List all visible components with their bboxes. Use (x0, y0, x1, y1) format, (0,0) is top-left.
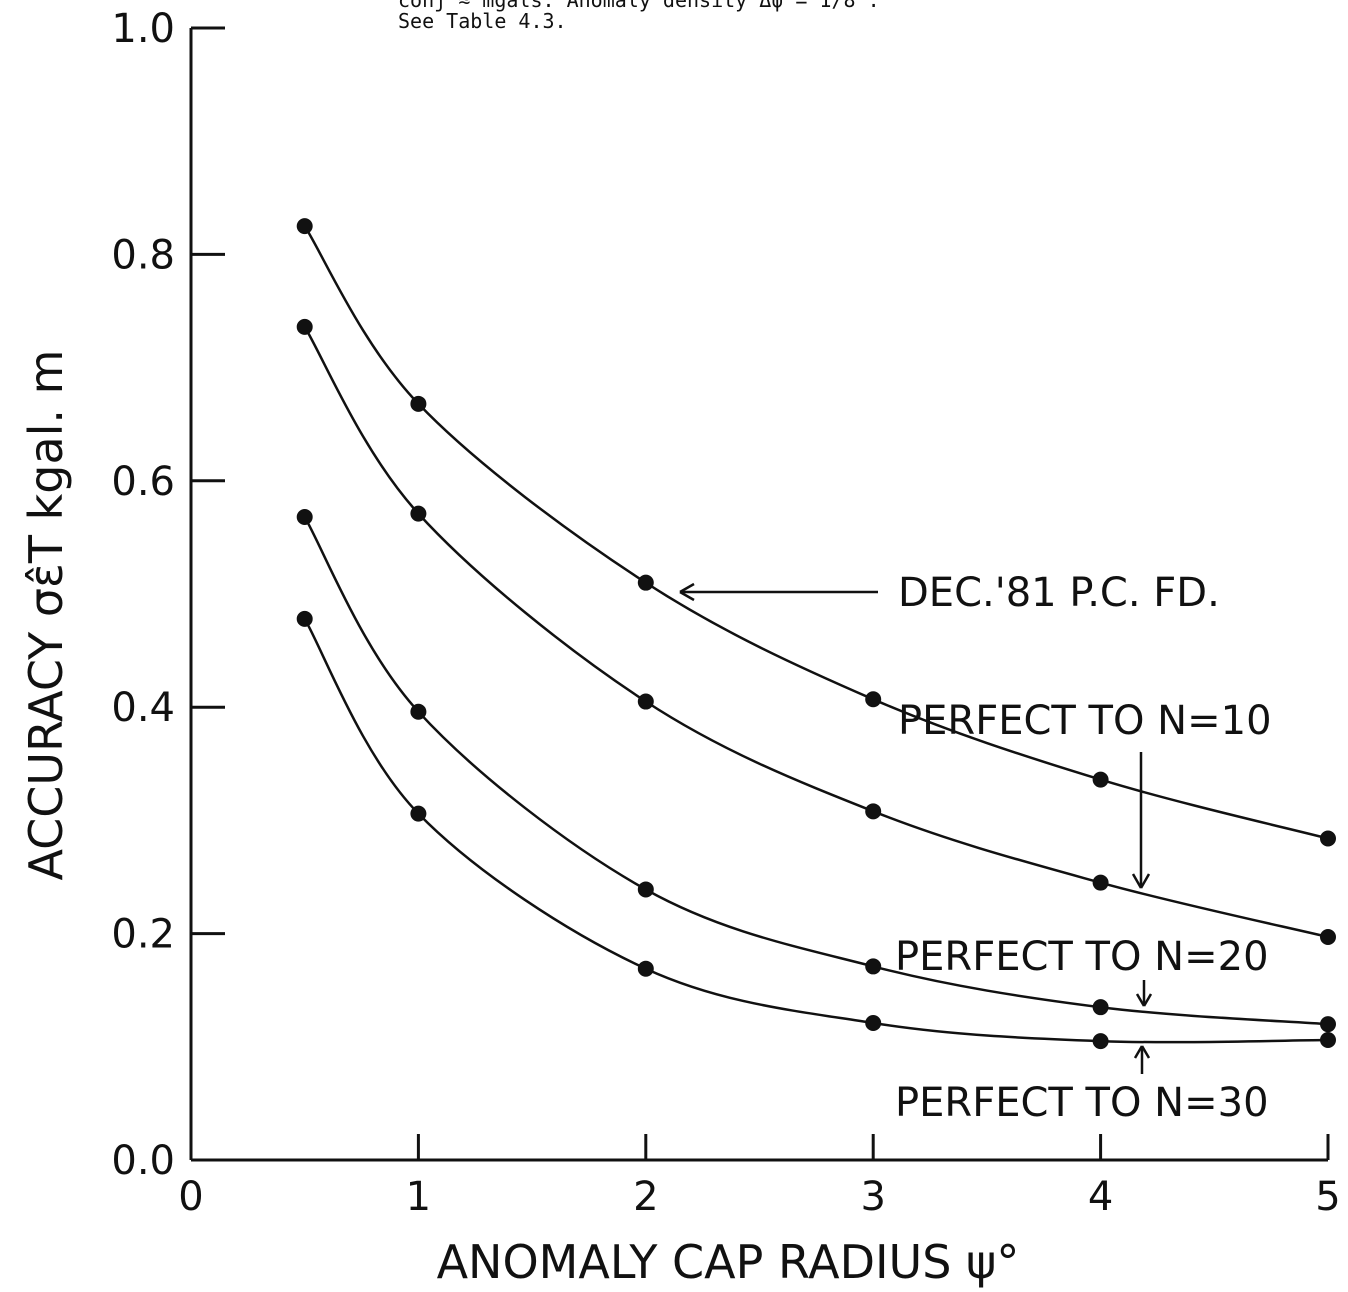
data-point (1320, 928, 1336, 945)
data-point (865, 691, 882, 708)
data-point (1092, 771, 1109, 788)
y-tick-label: 1.0 (111, 6, 175, 52)
data-point (637, 881, 654, 898)
annotations: DEC.'81 P.C. FD. PERFECT TO N=10 PERFECT… (679, 570, 1272, 1126)
x-tick-label: 1 (406, 1174, 431, 1220)
dec81-arrowhead (679, 582, 695, 602)
data-point (296, 509, 313, 526)
y-tick-label: 0.6 (111, 459, 175, 505)
data-point (410, 805, 427, 822)
data-point (1320, 830, 1336, 847)
x-tick-label: 2 (633, 1174, 658, 1220)
data-point (865, 1015, 882, 1032)
data-point (865, 803, 882, 820)
data-point (296, 218, 313, 235)
label-n30: PERFECT TO N=30 (895, 1080, 1269, 1126)
label-dec81: DEC.'81 P.C. FD. (898, 570, 1220, 616)
data-point (1092, 999, 1109, 1016)
n20-arrowhead (1135, 993, 1153, 1007)
data-point (1320, 1032, 1336, 1049)
label-n20: PERFECT TO N=20 (895, 934, 1269, 980)
data-point (1320, 1016, 1336, 1033)
x-axis-label: ANOMALY CAP RADIUS ψ° (437, 1235, 1020, 1289)
y-axis-label: ACCURACY σε̂T kgal. m (19, 350, 73, 881)
y-tick-label: 0.4 (111, 685, 175, 731)
data-point (296, 610, 313, 627)
header-note-line-2: See Table 4.3. (398, 9, 567, 33)
series-line-0 (303, 225, 1329, 840)
data-point (637, 960, 654, 977)
axes (189, 28, 1328, 1162)
data-point (1092, 1033, 1109, 1050)
data-point (410, 395, 427, 412)
header-note-line-1: conj ≈ mgals. Anomaly density Δψ = 1/8°. (398, 0, 880, 12)
x-tick-label: 3 (860, 1174, 885, 1220)
data-point (410, 703, 427, 720)
data-point (1092, 874, 1109, 891)
y-tick-label: 0.2 (111, 912, 175, 958)
data-point (410, 505, 427, 522)
series-line-1 (303, 326, 1329, 939)
label-n10: PERFECT TO N=10 (898, 698, 1272, 744)
data-point (637, 693, 654, 710)
series-line-3 (303, 618, 1329, 1044)
data-point (296, 318, 313, 335)
y-tick-label: 0.0 (111, 1138, 175, 1184)
data-point (865, 958, 882, 975)
series-line-2 (303, 516, 1329, 1026)
n30-arrowhead (1133, 1045, 1151, 1059)
x-tick-label: 0 (178, 1174, 203, 1220)
data-point (637, 574, 654, 591)
y-tick-label: 0.8 (111, 232, 175, 278)
n10-arrowhead (1131, 873, 1151, 889)
x-tick-label: 4 (1088, 1174, 1113, 1220)
x-tick-label: 5 (1315, 1174, 1340, 1220)
